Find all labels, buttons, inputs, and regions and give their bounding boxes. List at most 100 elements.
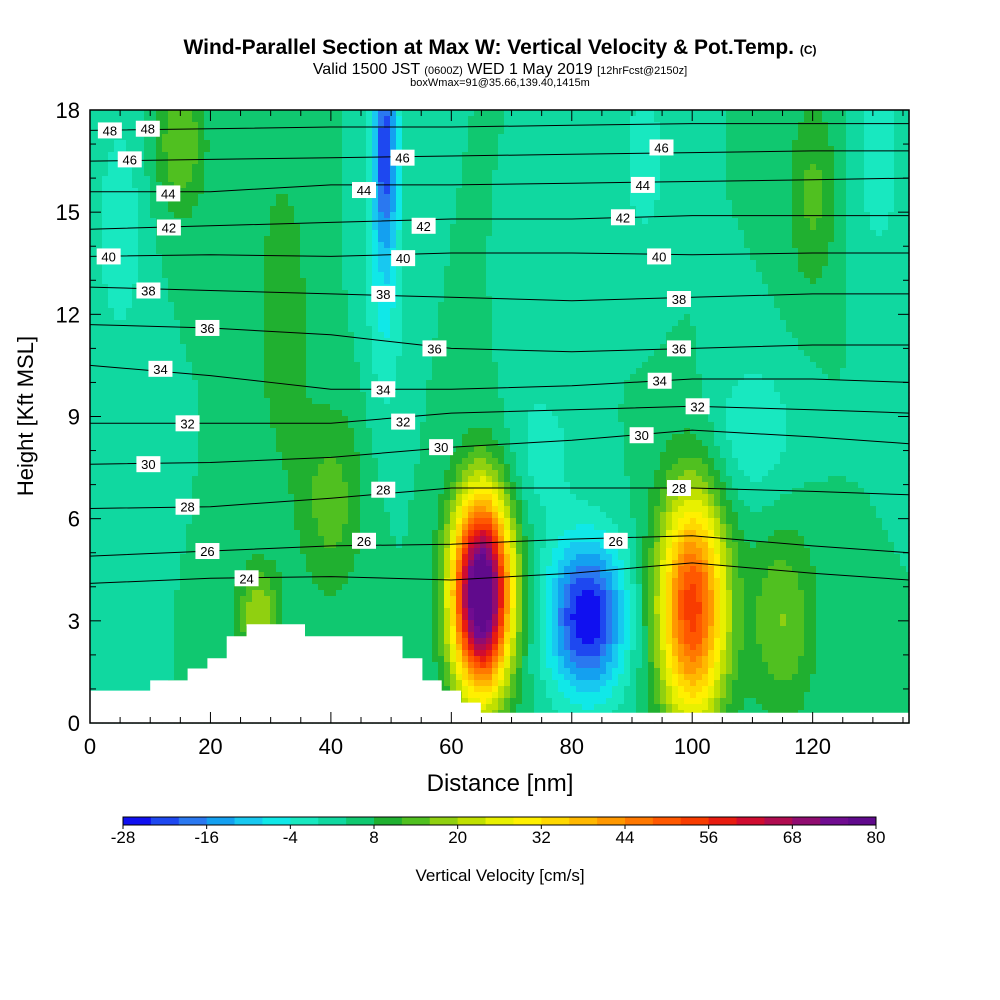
velocity-cell (222, 272, 229, 279)
velocity-cell (894, 182, 901, 189)
velocity-cell (192, 182, 199, 189)
velocity-cell (636, 242, 643, 249)
velocity-cell (750, 308, 757, 315)
velocity-cell (318, 134, 325, 141)
velocity-cell (594, 188, 601, 195)
velocity-cell (588, 212, 595, 219)
velocity-cell (828, 302, 835, 309)
velocity-cell (192, 272, 199, 279)
velocity-cell (114, 266, 121, 273)
velocity-cell (318, 170, 325, 177)
velocity-cell (900, 170, 907, 177)
velocity-cell (246, 110, 253, 117)
velocity-cell (210, 260, 217, 267)
velocity-cell (720, 122, 727, 129)
velocity-cell (768, 200, 775, 207)
velocity-cell (510, 212, 517, 219)
velocity-cell (336, 176, 343, 183)
velocity-cell (594, 182, 601, 189)
velocity-cell (876, 236, 883, 243)
velocity-cell (522, 230, 529, 237)
velocity-cell (300, 278, 307, 285)
velocity-cell (714, 116, 721, 123)
velocity-cell (282, 224, 289, 231)
velocity-cell (270, 152, 277, 159)
velocity-cell (264, 188, 271, 195)
velocity-cell (690, 242, 697, 249)
velocity-cell (90, 290, 97, 297)
velocity-cell (222, 314, 229, 321)
velocity-cell (480, 200, 487, 207)
velocity-cell (198, 224, 205, 231)
velocity-cell (342, 296, 349, 303)
velocity-cell (408, 290, 415, 297)
velocity-cell (228, 218, 235, 225)
velocity-cell (96, 290, 103, 297)
velocity-cell (360, 320, 367, 327)
velocity-cell (372, 314, 379, 321)
velocity-cell (240, 128, 247, 135)
velocity-cell (654, 164, 661, 171)
velocity-cell (444, 296, 451, 303)
velocity-cell (408, 326, 415, 333)
velocity-cell (372, 248, 379, 255)
velocity-cell (450, 164, 457, 171)
velocity-cell (348, 272, 355, 279)
velocity-cell (636, 266, 643, 273)
velocity-cell (882, 128, 889, 135)
velocity-cell (774, 116, 781, 123)
velocity-cell (516, 230, 523, 237)
velocity-cell (840, 122, 847, 129)
velocity-cell (288, 266, 295, 273)
velocity-cell (600, 188, 607, 195)
velocity-cell (528, 242, 535, 249)
velocity-cell (360, 230, 367, 237)
velocity-cell (690, 236, 697, 243)
velocity-cell (576, 266, 583, 273)
velocity-cell (132, 134, 139, 141)
velocity-cell (294, 146, 301, 153)
velocity-cell (546, 320, 553, 327)
velocity-cell (696, 266, 703, 273)
velocity-cell (558, 158, 565, 165)
velocity-cell (420, 236, 427, 243)
velocity-cell (642, 128, 649, 135)
velocity-cell (510, 224, 517, 231)
velocity-cell (588, 170, 595, 177)
velocity-cell (768, 224, 775, 231)
velocity-cell (708, 260, 715, 267)
velocity-cell (804, 164, 811, 171)
velocity-cell (846, 266, 853, 273)
velocity-cell (654, 218, 661, 225)
velocity-cell (216, 278, 223, 285)
velocity-cell (162, 176, 169, 183)
velocity-cell (228, 308, 235, 315)
velocity-cell (438, 152, 445, 159)
velocity-cell (858, 188, 865, 195)
velocity-cell (714, 236, 721, 243)
velocity-cell (882, 140, 889, 147)
velocity-cell (684, 140, 691, 147)
velocity-cell (312, 296, 319, 303)
velocity-cell (252, 248, 259, 255)
velocity-cell (318, 314, 325, 321)
velocity-cell (588, 116, 595, 123)
velocity-cell (174, 284, 181, 291)
velocity-cell (270, 158, 277, 165)
velocity-cell (492, 254, 499, 261)
velocity-cell (780, 242, 787, 249)
velocity-cell (456, 140, 463, 147)
velocity-cell (756, 128, 763, 135)
velocity-cell (432, 146, 439, 153)
velocity-cell (264, 164, 271, 171)
velocity-cell (834, 110, 841, 117)
velocity-cell (726, 134, 733, 141)
velocity-cell (792, 164, 799, 171)
velocity-cell (420, 170, 427, 177)
velocity-cell (264, 248, 271, 255)
velocity-cell (306, 140, 313, 147)
velocity-cell (552, 110, 559, 117)
velocity-cell (546, 134, 553, 141)
velocity-cell (678, 146, 685, 153)
velocity-cell (444, 308, 451, 315)
